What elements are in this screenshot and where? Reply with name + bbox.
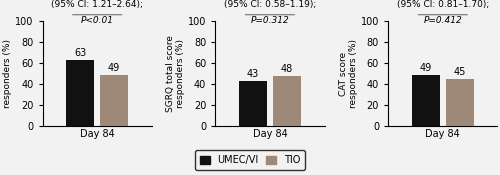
Text: 48: 48 [281,64,293,74]
Text: (95% CI: 0.81–1.70);: (95% CI: 0.81–1.70); [396,0,489,9]
Text: 49: 49 [108,63,120,73]
Y-axis label: SGRQ total score
responders (%): SGRQ total score responders (%) [166,35,185,112]
Bar [446,79,473,126]
Bar [412,75,440,126]
Text: P=0.412: P=0.412 [424,16,462,25]
Bar [66,60,94,126]
Text: (95% CI: 0.58–1.19);: (95% CI: 0.58–1.19); [224,0,316,9]
Text: 49: 49 [420,63,432,73]
Y-axis label: CAT score
responders (%): CAT score responders (%) [338,39,358,108]
Text: (95% CI: 1.21–2.64);: (95% CI: 1.21–2.64); [52,0,143,9]
Bar [100,75,128,126]
Bar [239,81,267,126]
Text: P=0.312: P=0.312 [250,16,290,25]
Bar [273,76,301,126]
Text: 63: 63 [74,48,86,58]
Text: 45: 45 [454,67,466,77]
Y-axis label: TDI focal score
responders (%): TDI focal score responders (%) [0,39,12,108]
Text: P<0.01: P<0.01 [80,16,114,25]
Text: 43: 43 [247,69,259,79]
Legend: UMEC/VI, TIO: UMEC/VI, TIO [195,150,305,170]
